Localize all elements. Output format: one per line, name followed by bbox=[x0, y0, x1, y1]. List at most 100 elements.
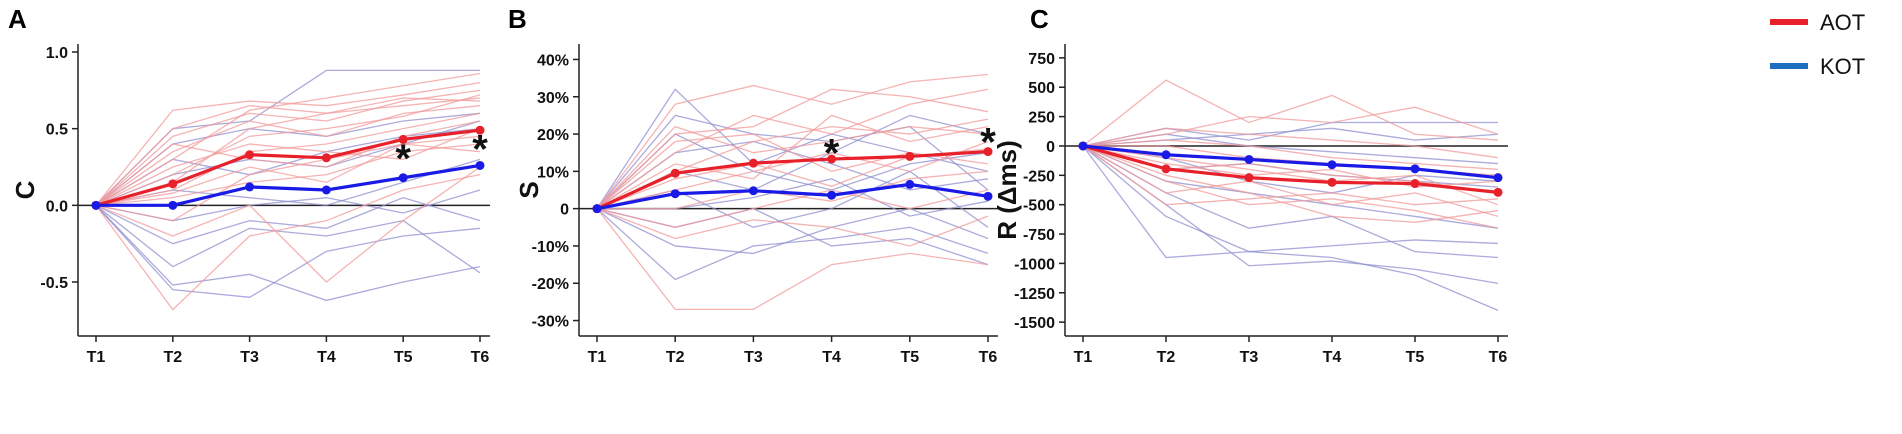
aot-individual-line bbox=[95, 135, 481, 222]
aot-mean-line bbox=[95, 128, 481, 207]
kot-mean-point bbox=[670, 189, 680, 199]
aot-individual-line bbox=[1082, 106, 1499, 147]
kot-mean-line bbox=[96, 163, 481, 207]
kot-mean-point bbox=[1327, 160, 1337, 170]
aot-mean-point bbox=[245, 150, 255, 160]
kot-individual-line bbox=[95, 196, 481, 245]
y-tick-label: 250 bbox=[1028, 110, 1055, 127]
aot-individual-line bbox=[1082, 79, 1499, 147]
legend-label: KOT bbox=[1820, 54, 1865, 79]
kot-mean-point bbox=[983, 191, 993, 201]
aot-individual-line bbox=[1082, 145, 1499, 206]
x-tick-label: T5 bbox=[1406, 349, 1425, 366]
x-tick-label: T3 bbox=[1240, 349, 1259, 366]
significance-marker: * bbox=[824, 132, 840, 176]
kot-individual-line bbox=[95, 204, 481, 299]
x-tick-label: T5 bbox=[900, 349, 919, 366]
aot-individual-line bbox=[1082, 145, 1499, 206]
x-tick-label: T4 bbox=[1323, 349, 1342, 366]
aot-individual-line bbox=[95, 97, 481, 206]
aot-individual-line bbox=[95, 174, 481, 311]
aot-mean-point bbox=[1410, 179, 1420, 189]
y-tick-label: -250 bbox=[1023, 168, 1055, 185]
x-tick-label: T2 bbox=[1157, 349, 1176, 366]
aot-individual-line bbox=[597, 170, 989, 210]
x-tick-label: T6 bbox=[1489, 349, 1508, 366]
y-tick-label: -750 bbox=[1023, 227, 1055, 244]
aot-individual-line bbox=[596, 189, 989, 228]
aot-individual-line bbox=[596, 73, 989, 210]
kot-mean-line bbox=[1082, 144, 1499, 180]
panel-a: A C -0.5 0.0 0.5 1.0 T1 T2 T3 T4 T5 T6 * * bbox=[8, 4, 490, 366]
kot-individual-line bbox=[1082, 145, 1499, 311]
y-tick-label: 10% bbox=[537, 164, 569, 181]
aot-mean-point bbox=[475, 125, 485, 135]
y-tick-label: 40% bbox=[537, 52, 569, 69]
kot-mean-point bbox=[1078, 141, 1088, 151]
kot-mean-point bbox=[1244, 154, 1254, 164]
significance-marker: * bbox=[395, 137, 411, 181]
y-tick-label: -1000 bbox=[1014, 256, 1055, 273]
kot-mean-point bbox=[398, 173, 408, 183]
kot-mean-point bbox=[91, 200, 101, 210]
aot-individual-line bbox=[596, 208, 989, 311]
y-axis-label: C bbox=[10, 180, 40, 199]
kot-mean-point bbox=[592, 204, 602, 214]
panel-b: B S -30% -20% -10% 0 10% 20% 30% 40% T1 T2 T3 T4 T5 T6 *… bbox=[508, 4, 998, 366]
aot-individual-line bbox=[95, 72, 481, 206]
x-tick-label: T2 bbox=[666, 349, 685, 366]
y-tick-label: -30% bbox=[532, 314, 569, 331]
aot-individual-line bbox=[1082, 145, 1499, 223]
aot-mean-point bbox=[398, 134, 408, 144]
aot-individual-line bbox=[1082, 145, 1499, 229]
legend-label: AOT bbox=[1820, 10, 1865, 35]
y-tick-label: 0.5 bbox=[46, 122, 68, 139]
aot-mean-point bbox=[1244, 173, 1254, 183]
aot-individual-line bbox=[1082, 139, 1499, 171]
kot-mean-point bbox=[905, 179, 915, 189]
aot-mean-point bbox=[168, 179, 178, 189]
aot-individual-line bbox=[596, 208, 989, 247]
kot-individual-line bbox=[596, 114, 989, 210]
aot-mean-line bbox=[1082, 144, 1499, 194]
kot-mean-point bbox=[168, 200, 178, 210]
x-tick-label: T3 bbox=[744, 349, 763, 366]
kot-individual-line bbox=[596, 208, 989, 281]
y-tick-label: -1250 bbox=[1014, 286, 1055, 303]
panel-letter: A bbox=[8, 4, 27, 34]
aot-individual-line bbox=[1082, 127, 1499, 159]
x-tick-label: T2 bbox=[163, 349, 182, 366]
kot-mean-point bbox=[748, 186, 758, 196]
aot-mean-point bbox=[827, 154, 837, 164]
y-tick-label: -1500 bbox=[1014, 315, 1055, 332]
aot-individual-line bbox=[596, 88, 989, 210]
x-tick-label: T4 bbox=[822, 349, 841, 366]
aot-individual-line bbox=[95, 94, 481, 206]
aot-individual-line bbox=[95, 82, 481, 206]
x-tick-label: T5 bbox=[394, 349, 413, 366]
significance-marker: * bbox=[980, 121, 996, 165]
panel-c: C R (Δms) -1500 -1250 -1000 -750 -500 -250 0 250 5… bbox=[992, 4, 1508, 366]
x-tick-label: T1 bbox=[588, 349, 607, 366]
x-tick-label: T1 bbox=[1074, 349, 1093, 366]
kot-mean-point bbox=[1493, 173, 1503, 183]
kot-mean-point bbox=[321, 185, 331, 195]
aot-individual-line bbox=[95, 120, 481, 206]
y-tick-label: 30% bbox=[537, 90, 569, 107]
aot-mean-line bbox=[596, 149, 989, 211]
kot-mean-point bbox=[1410, 164, 1420, 174]
aot-mean-point bbox=[905, 151, 915, 161]
kot-mean-point bbox=[475, 160, 485, 170]
kot-individual-line bbox=[95, 204, 481, 274]
aot-individual-line bbox=[95, 128, 481, 206]
y-tick-label: 0 bbox=[560, 202, 569, 219]
legend: AOT KOT bbox=[1770, 10, 1865, 79]
y-tick-label: 500 bbox=[1028, 80, 1055, 97]
aot-individual-line bbox=[596, 88, 989, 210]
y-tick-label: 20% bbox=[537, 127, 569, 144]
kot-mean-line bbox=[596, 182, 989, 211]
aot-mean-point bbox=[670, 168, 680, 178]
aot-mean-point bbox=[1493, 187, 1503, 197]
aot-mean-point bbox=[321, 153, 331, 163]
